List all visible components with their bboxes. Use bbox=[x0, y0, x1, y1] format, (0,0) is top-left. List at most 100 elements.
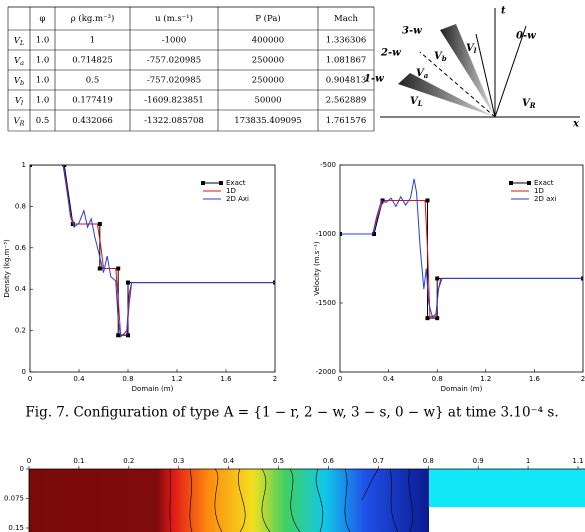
y-tick-label: 0.8 bbox=[15, 202, 26, 210]
row-symbol: V bbox=[14, 36, 21, 46]
contour-plot: 0 0.1 0.2 0.3 0.4 0.5 0.6 0.7 0.8 0.9 1 1.1 0 0.075 0.… bbox=[4, 457, 585, 532]
x-axis-label: Domain (m) bbox=[132, 385, 174, 393]
x-tick-label: 2 bbox=[581, 375, 585, 383]
wave-label: 2-w bbox=[380, 48, 401, 59]
table-header: P (Pa) bbox=[255, 13, 280, 24]
row-subscript: L bbox=[19, 39, 24, 47]
x-tick-label: 0.1 bbox=[73, 457, 84, 465]
table-cell: 50000 bbox=[254, 96, 281, 106]
table-cell: 2.562889 bbox=[326, 96, 367, 106]
row-symbol: V bbox=[14, 76, 21, 86]
plot-area bbox=[340, 178, 583, 321]
contour-line bbox=[169, 468, 413, 532]
row-label: VR bbox=[13, 116, 24, 128]
chart: 0 0.4 0.8 1.2 1.6 2 0 0.2 0.4 0.6 0.8 1 Domain (m) De… bbox=[3, 161, 277, 393]
x-tick-label: 0.8 bbox=[432, 375, 443, 383]
table-cell: 1.081867 bbox=[326, 56, 367, 66]
wave-label: 0-w bbox=[516, 31, 536, 42]
x-tick-label: 0.7 bbox=[373, 457, 384, 465]
y-tick-label: 0.6 bbox=[15, 244, 27, 252]
wave-diagram: t x 3-w 2-w 1-w 0-w Vl Vb Va VL VR bbox=[364, 6, 580, 130]
row-label: VL bbox=[14, 36, 24, 48]
table-cell: -1000 bbox=[162, 36, 187, 46]
y-tick-label: 0 bbox=[22, 368, 26, 376]
x-tick-label: 1.2 bbox=[171, 375, 182, 383]
legend-label: 2D Axi bbox=[226, 195, 249, 203]
x-tick-label: 0.4 bbox=[383, 375, 395, 383]
x-tick-label: 0.4 bbox=[73, 375, 85, 383]
y-tick-label: -1500 bbox=[316, 299, 336, 307]
row-label: Va bbox=[14, 56, 24, 68]
table-cell: 0.5 bbox=[86, 76, 100, 86]
series-marker bbox=[435, 276, 440, 281]
series-line bbox=[30, 165, 275, 336]
table-header: u (m.s⁻¹) bbox=[155, 13, 193, 24]
series-line bbox=[30, 165, 275, 338]
x-tick-label: 0.9 bbox=[473, 457, 484, 465]
series-marker bbox=[126, 280, 130, 285]
x-tick-label: 0 bbox=[27, 457, 31, 465]
wave-line bbox=[475, 33, 496, 118]
x-tick-label: 1.6 bbox=[220, 375, 232, 383]
x-tick-label: 0.6 bbox=[323, 457, 335, 465]
series-marker bbox=[380, 198, 385, 203]
x-tick-label: 0.5 bbox=[273, 457, 284, 465]
legend-label: 2D axi bbox=[534, 195, 557, 203]
x-tick-label: 1.6 bbox=[529, 375, 541, 383]
series-marker bbox=[435, 316, 440, 321]
wave-fan bbox=[440, 24, 495, 117]
table-cell: 250000 bbox=[252, 76, 284, 86]
table-cell: 1.0 bbox=[36, 96, 50, 106]
y-tick-label: 0.075 bbox=[4, 495, 24, 503]
wave-fan bbox=[398, 73, 495, 117]
table-cell: 1.761576 bbox=[326, 116, 367, 126]
state-label: Vl bbox=[466, 43, 477, 56]
legend-label: Exact bbox=[534, 179, 554, 187]
y-tick-label: 0.4 bbox=[15, 285, 27, 293]
row-subscript: R bbox=[19, 120, 25, 128]
table-header: φ bbox=[40, 14, 46, 24]
table-cell: -1322.085708 bbox=[144, 116, 204, 126]
legend-marker bbox=[509, 181, 513, 185]
series-marker bbox=[425, 316, 430, 321]
table-cell: 0.5 bbox=[36, 116, 50, 126]
y-tick-label: -500 bbox=[320, 161, 336, 169]
y-tick-label: 1 bbox=[22, 161, 26, 169]
chart: 0 0.4 0.8 1.2 1.6 2 -2000 -1500 -1000 -500 Domain … bbox=[313, 161, 585, 393]
x-tick-label: 1.2 bbox=[480, 375, 491, 383]
legend-marker bbox=[219, 181, 223, 185]
state-label: Va bbox=[416, 68, 429, 81]
y-tick-label: 0 bbox=[20, 465, 24, 473]
wave-label: 1-w bbox=[364, 74, 384, 85]
table-cell: -1609.823851 bbox=[144, 96, 204, 106]
table-cell: 400000 bbox=[252, 36, 284, 46]
wave-line bbox=[419, 51, 496, 118]
series-marker bbox=[116, 333, 121, 338]
legend-marker bbox=[527, 181, 531, 185]
plot-frame bbox=[339, 164, 584, 373]
x-tick-label: 1 bbox=[526, 457, 530, 465]
state-label: VL bbox=[410, 96, 423, 109]
x-tick-label: 0.8 bbox=[122, 375, 133, 383]
x-tick-label: 0 bbox=[28, 375, 32, 383]
table-cell: 250000 bbox=[252, 56, 284, 66]
state-label: VR bbox=[522, 98, 536, 111]
series-marker bbox=[116, 266, 121, 271]
table-cell: 1.0 bbox=[36, 56, 50, 66]
x-tick-label: 0.8 bbox=[423, 457, 434, 465]
table-cell: 0.432066 bbox=[72, 116, 113, 126]
table-cell: -757.020985 bbox=[147, 76, 201, 86]
table-cell: 0.177419 bbox=[72, 96, 113, 106]
table-cell: 173835.409095 bbox=[234, 116, 302, 126]
plot-area bbox=[30, 165, 275, 338]
legend-marker bbox=[201, 181, 205, 185]
wave-label: 3-w bbox=[402, 26, 422, 37]
caption: Fig. 7. Configuration of type A = {1 − r… bbox=[25, 405, 558, 421]
t-label: t bbox=[501, 6, 506, 17]
row-symbol: V bbox=[13, 116, 20, 126]
x-tick-label: 0 bbox=[338, 375, 342, 383]
series-marker bbox=[97, 222, 102, 227]
y-axis-label: Velocity (m.s⁻¹) bbox=[313, 241, 321, 296]
row-label: Vb bbox=[14, 76, 24, 88]
